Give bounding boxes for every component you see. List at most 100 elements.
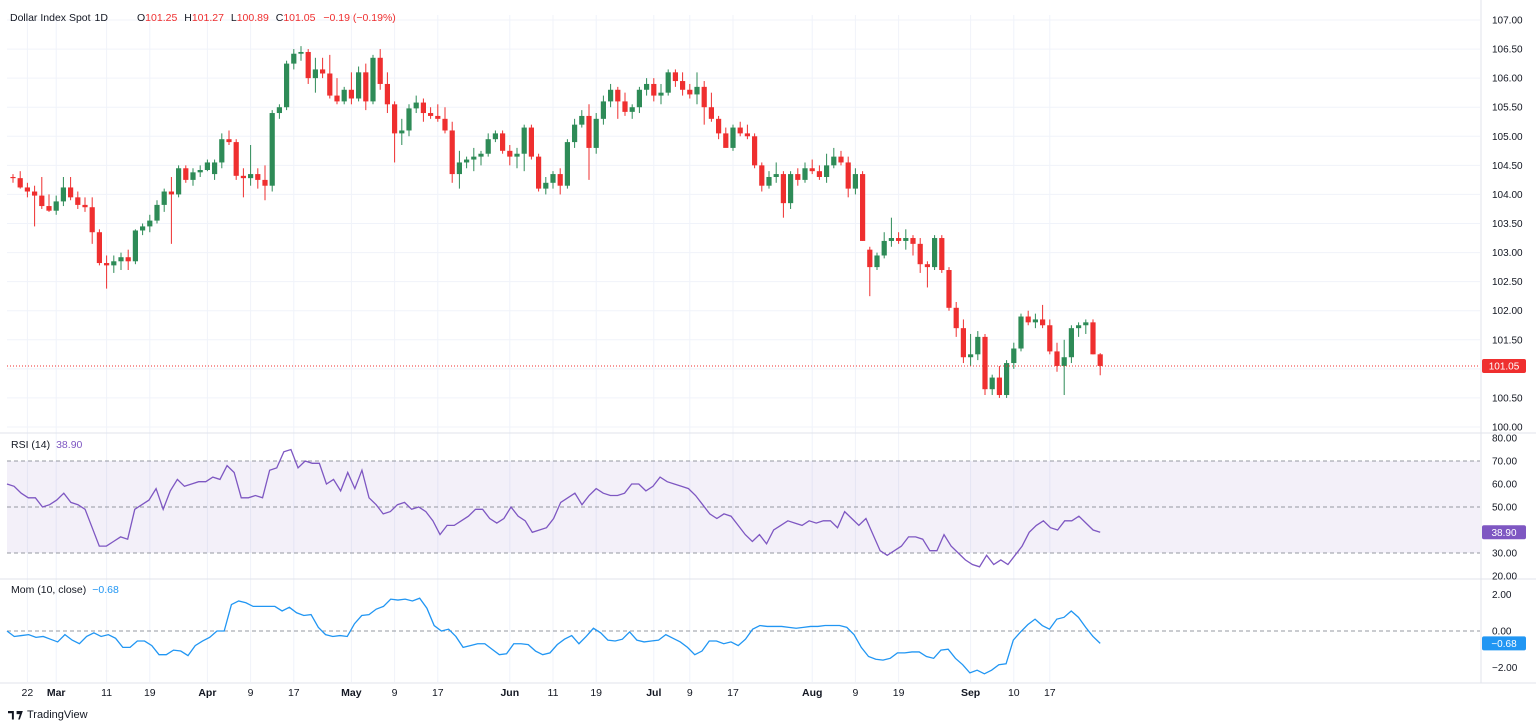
momentum-legend[interactable]: Mom (10, close) −0.68	[11, 584, 119, 596]
rsi-legend[interactable]: RSI (14) 38.90	[11, 439, 83, 451]
rsi-tag: 38.90	[1491, 528, 1516, 539]
time-axis-tick: 9	[852, 687, 858, 699]
candle-body	[442, 118, 448, 131]
candle	[1097, 353, 1103, 376]
candle-body	[975, 336, 981, 355]
price-axis-tick: 104.00	[1492, 190, 1523, 201]
price-tag-bg	[1482, 358, 1526, 373]
candle-body	[629, 107, 635, 112]
candle-body	[219, 139, 225, 163]
candle-body	[197, 170, 203, 173]
candle-body	[428, 113, 434, 116]
candle	[320, 57, 326, 79]
candle	[996, 365, 1002, 398]
candle-body	[723, 133, 729, 148]
candle	[730, 124, 736, 151]
legend-ohlc: O101.25 H101.27 L100.89 C101.05 −0.19 (−…	[137, 12, 396, 24]
candle	[428, 107, 434, 119]
candle	[788, 171, 794, 209]
candle-body	[140, 226, 146, 231]
candle-body	[82, 204, 88, 208]
candle-body	[17, 178, 23, 188]
candle-body	[615, 89, 621, 102]
candle	[341, 86, 347, 105]
candle-body	[500, 133, 506, 151]
price-axis-tick: 102.50	[1492, 277, 1523, 288]
candle	[435, 104, 441, 122]
time-axis-tick: May	[341, 687, 362, 699]
candle-body	[1090, 322, 1096, 355]
candle	[305, 49, 311, 84]
candle-body	[1018, 316, 1024, 349]
time-axis-tick: 19	[590, 687, 602, 699]
rsi-line	[6, 448, 1101, 568]
candle-body	[752, 136, 758, 166]
candle-body	[125, 257, 131, 262]
candle	[1090, 319, 1096, 355]
time-axis-tick: 11	[548, 687, 559, 699]
candle	[572, 118, 578, 148]
candle	[190, 168, 196, 186]
candle-body	[788, 174, 794, 204]
candle-body	[586, 115, 592, 148]
time-axis-tick: 17	[432, 687, 444, 699]
time-axis-tick: 17	[288, 687, 300, 699]
candle	[240, 168, 246, 198]
candle	[564, 139, 570, 189]
legend-symbol[interactable]: Dollar Index Spot 1D	[10, 12, 108, 24]
candle-body	[982, 336, 988, 390]
candle	[262, 165, 268, 201]
candle	[867, 246, 873, 297]
candle-body	[291, 53, 297, 64]
candle	[665, 69, 671, 96]
candle-body	[730, 127, 736, 148]
candle-body	[687, 89, 693, 95]
candle	[219, 133, 225, 169]
candle	[845, 156, 851, 198]
candle	[370, 54, 376, 105]
candle	[593, 113, 599, 154]
candle-body	[708, 107, 714, 119]
rsi-tag-bg	[1482, 525, 1526, 540]
candle-body	[370, 57, 376, 102]
candle	[356, 66, 362, 102]
price-axis-tick: 105.00	[1492, 132, 1523, 143]
candle	[651, 78, 657, 102]
candle-body	[903, 238, 909, 241]
candle	[413, 95, 419, 114]
candle	[802, 162, 808, 183]
candle-body	[910, 238, 916, 244]
candle	[60, 176, 66, 207]
candle-body	[377, 57, 383, 84]
candle	[24, 182, 30, 198]
candle	[485, 133, 491, 157]
candle-body	[608, 89, 614, 102]
candle	[17, 171, 23, 189]
candle-body	[816, 171, 822, 177]
candle-body	[363, 72, 369, 102]
candle-body	[320, 69, 326, 74]
time-axis-tick: 17	[727, 687, 739, 699]
candle	[111, 255, 117, 273]
candle	[478, 150, 484, 166]
candle	[284, 60, 290, 111]
candle	[672, 69, 678, 87]
candle	[442, 107, 448, 134]
candle-body	[262, 179, 268, 186]
candle-body	[824, 165, 830, 177]
time-axis-tick: 10	[1008, 687, 1020, 699]
candle	[744, 124, 750, 140]
candle	[377, 49, 383, 90]
candle-body	[838, 156, 844, 163]
price-axis-tick: 105.50	[1492, 103, 1523, 114]
candle-body	[312, 69, 318, 79]
rsi-axis-tick: 20.00	[1492, 572, 1517, 583]
candle-body	[118, 257, 124, 262]
tradingview-logo[interactable]: TradingView	[8, 709, 88, 721]
grid-lines	[7, 15, 1480, 682]
candle	[197, 165, 203, 177]
candle	[644, 78, 650, 96]
candle-body	[795, 174, 801, 180]
candle-body	[917, 243, 923, 265]
